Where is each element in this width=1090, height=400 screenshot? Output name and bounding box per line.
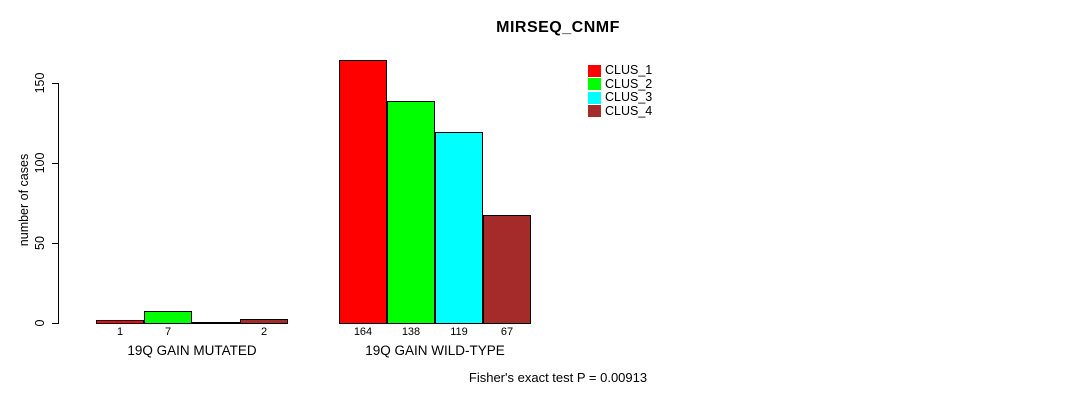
category-label: 19Q GAIN MUTATED <box>127 343 257 358</box>
legend-swatch-clus_2 <box>588 78 601 91</box>
y-axis-title: number of cases <box>17 153 31 247</box>
bar-clus_2-group2 <box>387 101 435 324</box>
y-tick-label: 0 <box>33 319 47 327</box>
legend-swatch-clus_1 <box>588 64 601 77</box>
legend-item-clus_1: CLUS_1 <box>588 64 652 78</box>
bar-count-label: 1 <box>116 326 124 338</box>
y-tick-label: 100 <box>33 152 47 174</box>
bar-clus_2-group1 <box>144 311 192 324</box>
chart-title: MIRSEQ_CNMF <box>496 19 620 36</box>
legend-swatch-clus_4 <box>588 105 601 118</box>
bar-count-label: 2 <box>260 326 268 338</box>
legend-item-clus_4: CLUS_4 <box>588 103 653 119</box>
y-tick <box>52 323 58 324</box>
y-tick <box>52 83 58 84</box>
bar-clus_3-group2 <box>435 132 483 324</box>
bar-count-label: 164 <box>353 326 373 338</box>
y-axis-line <box>58 83 59 324</box>
bar-count-label: 119 <box>450 326 468 338</box>
legend-swatch-clus_3 <box>588 91 601 104</box>
bar-clus_4-group1 <box>240 319 288 324</box>
fisher-test-caption: Fisher's exact test P = 0.00913 <box>468 370 648 385</box>
legend-label: CLUS_2 <box>605 76 653 91</box>
legend-item-clus_2: CLUS_2 <box>588 76 653 92</box>
bar-count-label: 138 <box>401 326 421 338</box>
y-tick <box>52 243 58 244</box>
bar-count-label: 67 <box>500 326 514 338</box>
bar-count-label: 7 <box>164 326 172 338</box>
legend: CLUS_1 CLUS_2 CLUS_3 CLUS_4 <box>588 64 652 118</box>
legend-label: CLUS_4 <box>605 103 653 118</box>
legend-label: CLUS_1 <box>605 63 653 78</box>
category-label: 19Q GAIN WILD-TYPE <box>365 343 505 358</box>
bar-clus_4-group2 <box>483 215 531 324</box>
bar-clus_1-group1 <box>96 320 144 324</box>
bar-clus_1-group2 <box>339 60 387 324</box>
bar-clus_3-group1 <box>192 322 240 324</box>
y-tick <box>52 163 58 164</box>
y-tick-label: 50 <box>33 236 47 250</box>
legend-label: CLUS_3 <box>605 90 653 105</box>
legend-item-clus_3: CLUS_3 <box>588 91 652 105</box>
y-tick-label: 150 <box>33 72 47 94</box>
